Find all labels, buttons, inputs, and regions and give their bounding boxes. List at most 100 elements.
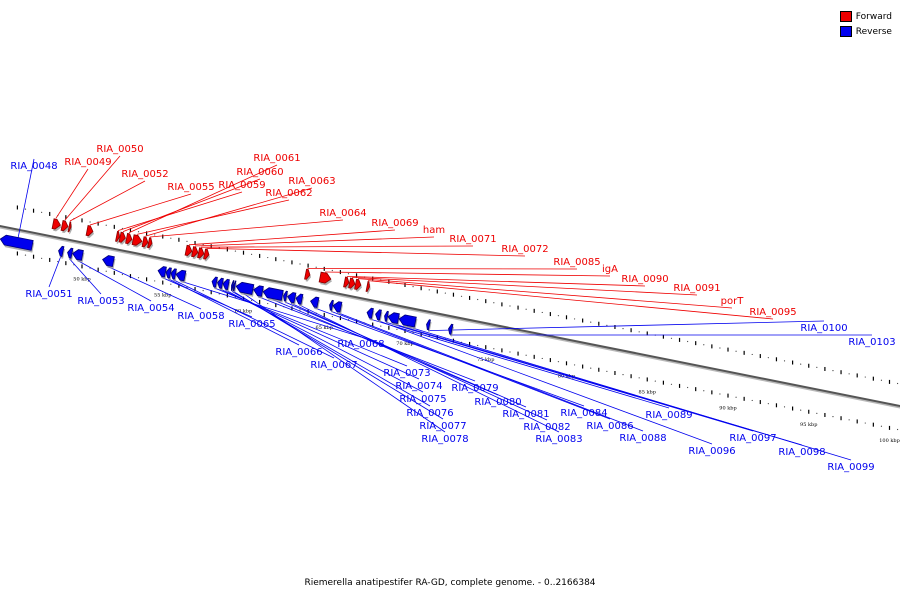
reverse-gene-arrow (295, 293, 305, 307)
gene-body (211, 276, 218, 288)
gene-body (426, 319, 431, 331)
minor-tick-lower (816, 412, 818, 414)
minor-tick-upper (816, 366, 818, 368)
minor-tick-upper (735, 350, 737, 352)
reverse-gene-arrow (102, 255, 116, 269)
gene-body (51, 218, 61, 230)
gene-label: RIA_0068 (337, 339, 384, 350)
minor-tick-upper (234, 250, 237, 252)
leader-line (188, 229, 396, 246)
leader-line (69, 258, 102, 295)
leader-line (377, 320, 713, 445)
minor-tick-lower (331, 315, 333, 318)
minor-tick-lower (250, 299, 253, 301)
minor-tick-upper (541, 311, 543, 314)
minor-tick-upper (89, 221, 91, 223)
leader-line (69, 180, 146, 222)
gene-body (329, 299, 334, 311)
gene-label: RIA_0077 (419, 421, 466, 432)
gene-body (217, 277, 224, 289)
minor-tick-upper (751, 353, 753, 356)
minor-tick-lower (767, 403, 769, 405)
gene-label: RIA_0048 (10, 161, 57, 172)
gene-label: igA (602, 264, 618, 275)
gene-label: RIA_0075 (399, 394, 446, 405)
leader-line (77, 260, 152, 302)
kbp-tick-label: 100 kbp (879, 438, 900, 444)
gene-label: RIA_0089 (645, 410, 692, 421)
legend-label-reverse: Reverse (855, 26, 892, 37)
minor-tick-upper (170, 237, 172, 239)
minor-tick-lower (670, 383, 673, 385)
gene-label: RIA_0058 (177, 311, 224, 322)
gene-body (365, 281, 370, 292)
genome-caption: Riemerella anatipestifer RA-GD, complete… (304, 578, 596, 588)
forward-gene-arrow (365, 281, 371, 294)
forward-gene-arrow (67, 221, 73, 235)
gene-body (295, 293, 304, 305)
leader-line (243, 293, 446, 433)
gene-body (318, 271, 332, 284)
leader-line (117, 191, 243, 231)
gene-body (147, 237, 153, 249)
gene-label: porT (721, 296, 745, 307)
gene-label: RIA_0073 (383, 368, 430, 379)
minor-tick-upper (525, 308, 527, 310)
minor-tick-upper (622, 328, 624, 330)
reverse-gene-arrow (0, 234, 35, 253)
gene-label: RIA_0103 (848, 337, 895, 348)
gene-label: RIA_0061 (253, 153, 300, 164)
gene-body (233, 280, 237, 292)
forward-gene-arrow (115, 230, 121, 244)
gene-body (343, 276, 350, 288)
gene-body (170, 268, 177, 280)
reverse-gene-arrow (217, 277, 225, 291)
gene-label: RIA_0064 (319, 208, 366, 219)
kbp-tick-label: 70 kbp (396, 341, 413, 347)
forward-gene-arrow (131, 234, 143, 248)
kbp-tick-label: 55 kbp (154, 293, 171, 299)
minor-tick-upper (557, 315, 560, 317)
gene-label: RIA_0078 (421, 434, 468, 445)
minor-tick-upper (477, 298, 479, 301)
leader-line (369, 318, 670, 409)
gene-body (191, 246, 199, 258)
gene-body (115, 230, 120, 242)
minor-tick-upper (848, 373, 850, 375)
minor-tick-upper (896, 382, 899, 385)
gene-body (58, 245, 65, 257)
reverse-gene-arrow (175, 269, 187, 284)
gene-label: RIA_0072 (501, 244, 548, 255)
forward-gene-arrow (348, 277, 357, 291)
forward-gene-arrow (85, 225, 95, 239)
minor-tick-upper (24, 208, 27, 210)
gene-body (375, 309, 382, 321)
leader-line (180, 280, 362, 338)
reverse-gene-arrow (72, 249, 85, 263)
gene-label: RIA_0091 (673, 283, 720, 294)
minor-tick-upper (606, 324, 608, 326)
gene-label: RIA_0082 (523, 422, 570, 433)
gene-label: RIA_0080 (474, 397, 521, 408)
minor-tick-upper (864, 376, 866, 378)
gene-label: ham (423, 225, 445, 236)
minor-tick-lower (137, 277, 140, 279)
gene-body (398, 314, 417, 328)
minor-tick-lower (396, 328, 398, 330)
minor-tick-lower (202, 290, 204, 292)
gene-body (348, 277, 356, 289)
leader-line (406, 326, 852, 461)
minor-tick-lower (703, 390, 705, 392)
reverse-gene-arrow (332, 301, 343, 315)
gene-label: RIA_0065 (228, 319, 275, 330)
kbp-tick-label: 95 kbp (800, 422, 817, 428)
leader-line (257, 296, 476, 382)
gene-label: RIA_0098 (778, 447, 825, 458)
minor-tick-lower (848, 419, 850, 421)
minor-tick-upper (460, 295, 463, 297)
minor-tick-lower (24, 254, 27, 256)
gene-label: RIA_0095 (749, 307, 796, 318)
forward-gene-arrow (184, 244, 194, 258)
